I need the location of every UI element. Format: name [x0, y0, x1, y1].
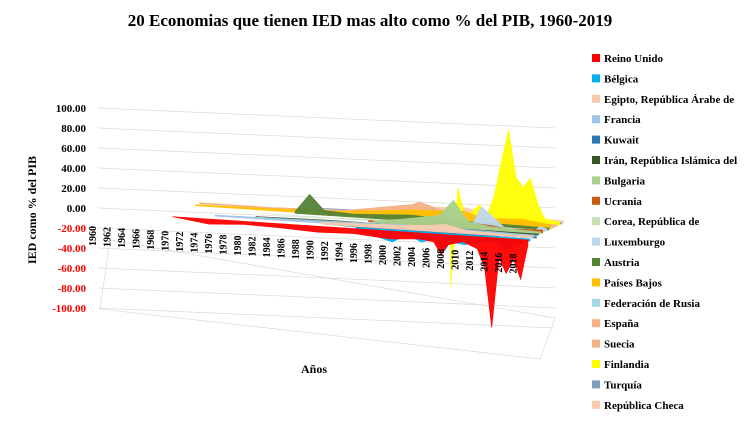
legend-label: Turquía: [604, 379, 642, 391]
y-tick-label: 60.00: [61, 143, 86, 155]
legend-label: Luxemburgo: [604, 237, 666, 249]
x-tick-label: 1990: [306, 240, 317, 260]
x-tick-label: 1972: [175, 232, 186, 252]
x-tick-label: 1976: [204, 234, 215, 254]
gridline: [97, 107, 556, 129]
legend-swatch: [592, 74, 600, 83]
x-tick-label: 1978: [219, 235, 230, 255]
legend-swatch: [592, 54, 600, 62]
legend-label: República Checa: [604, 400, 684, 412]
x-tick-label: 1988: [291, 239, 302, 259]
y-axis: 100.00 80.00 60.00 40.00 20.00 0.00 -20.00 -40.…: [52, 103, 86, 315]
plot-floor: [99, 239, 556, 360]
series-area: [321, 221, 533, 239]
legend-label: Bulgaria: [604, 175, 645, 187]
legend-label: Ucrania: [604, 196, 642, 208]
legend-label: Kuwait: [604, 135, 639, 147]
y-axis-title: IED como % del PIB: [25, 156, 39, 264]
x-tick-label: 1984: [262, 237, 273, 257]
legend-swatch: [592, 298, 600, 307]
gridline: [97, 147, 556, 169]
x-tick-label: 2000: [378, 245, 389, 265]
x-tick-label: 1996: [349, 243, 360, 263]
legend-swatch: [592, 360, 600, 368]
y-tick-label: 40.00: [61, 163, 86, 175]
legend-label: Corea, República de: [604, 216, 700, 228]
x-tick-label: 1962: [103, 227, 114, 247]
legend-label: Egipto, República Árabe de: [604, 94, 734, 106]
y-tick-label: 80.00: [61, 123, 86, 135]
series-layer: [172, 129, 564, 328]
legend-label: Austria: [604, 257, 640, 269]
legend-label: España: [604, 318, 639, 330]
legend-swatch: [592, 237, 600, 246]
x-tick-label: 2016: [494, 253, 505, 273]
legend-label: Suecia: [604, 339, 635, 351]
legend-swatch: [592, 176, 600, 185]
x-tick-label: 1970: [161, 231, 172, 251]
x-axis-title: Años: [301, 362, 327, 376]
legend-swatch: [592, 94, 600, 103]
legend-label: Francia: [604, 114, 641, 126]
legend-label: Bélgica: [604, 73, 639, 85]
legend-swatch: [592, 278, 600, 287]
legend: Reino Unido Bélgica Egipto, República Árab…: [592, 53, 737, 412]
x-tick-label: 1968: [146, 230, 157, 250]
legend-swatch: [592, 400, 600, 409]
y-tick-label: -60.00: [58, 263, 87, 275]
legend-swatch: [592, 115, 600, 124]
legend-label: Irán, República Islámica del: [604, 155, 737, 167]
x-tick-label: 2010: [451, 250, 462, 270]
legend-label: Reino Unido: [604, 53, 663, 65]
x-axis: 1960 1962 1964 1966 1968 1970 1972 1974 1976 1978…: [88, 226, 520, 274]
legend-swatch: [592, 339, 600, 348]
legend-swatch: [592, 217, 600, 226]
x-tick-label: 1964: [117, 228, 128, 248]
x-tick-label: 1994: [335, 242, 346, 262]
y-tick-label: 0.00: [67, 203, 87, 215]
x-tick-label: 2006: [422, 248, 433, 268]
gridline: [97, 307, 556, 329]
legend-swatch: [592, 196, 600, 205]
legend-swatch: [592, 156, 600, 164]
x-tick-label: 1986: [277, 238, 288, 258]
legend-swatch: [592, 135, 600, 144]
chart-title: 20 Economias que tienen IED mas alto com…: [128, 11, 613, 30]
y-tick-label: 20.00: [61, 183, 86, 195]
y-tick-label: -80.00: [58, 283, 87, 295]
gridline: [97, 287, 556, 309]
x-tick-label: 1992: [320, 241, 331, 261]
y-tick-label: -40.00: [58, 243, 87, 255]
legend-label: Federación de Rusia: [604, 298, 700, 310]
x-tick-label: 1998: [364, 244, 375, 264]
y-tick-label: -100.00: [52, 303, 86, 315]
legend-swatch: [592, 380, 600, 389]
x-tick-label: 1980: [233, 235, 244, 255]
legend-swatch: [592, 319, 600, 328]
legend-label: Finlandia: [604, 359, 650, 371]
x-tick-label: 1974: [190, 233, 201, 253]
y-tick-label: 100.00: [56, 103, 87, 115]
x-tick-label: 2004: [407, 247, 418, 267]
x-tick-label: 2008: [436, 249, 447, 269]
gridline: [97, 127, 556, 149]
x-tick-label: 2018: [509, 254, 520, 274]
x-tick-label: 1966: [132, 229, 143, 249]
series-area: [172, 216, 529, 328]
gridline: [97, 167, 556, 189]
x-tick-label: 2014: [480, 252, 491, 272]
gridline: [97, 187, 556, 209]
x-tick-label: 1982: [248, 236, 259, 256]
series-area: [294, 193, 550, 231]
legend-label: Países Bajos: [604, 277, 662, 289]
x-tick-label: 1960: [88, 226, 99, 246]
x-tick-label: 2012: [465, 251, 476, 271]
y-tick-label: -20.00: [58, 223, 87, 235]
x-tick-label: 2002: [393, 246, 404, 266]
legend-swatch: [592, 258, 600, 266]
